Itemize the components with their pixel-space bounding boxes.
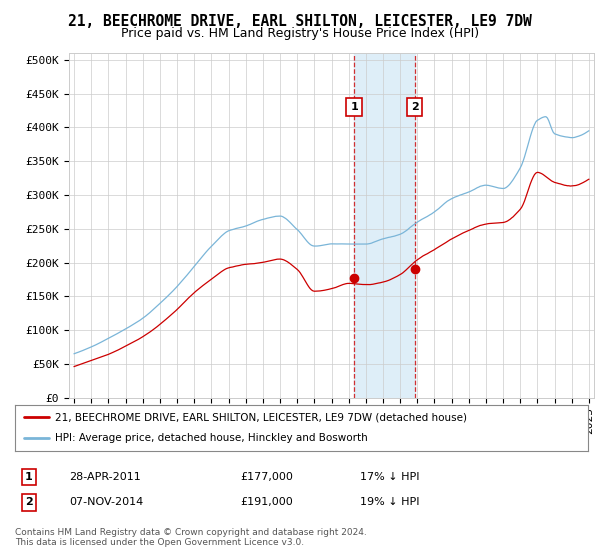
- Text: £177,000: £177,000: [240, 472, 293, 482]
- Text: 07-NOV-2014: 07-NOV-2014: [69, 497, 143, 507]
- Bar: [354, 53, 415, 398]
- Text: 2: 2: [411, 102, 419, 112]
- Text: 21, BEECHROME DRIVE, EARL SHILTON, LEICESTER, LE9 7DW: 21, BEECHROME DRIVE, EARL SHILTON, LEICE…: [68, 14, 532, 29]
- Text: 17% ↓ HPI: 17% ↓ HPI: [360, 472, 419, 482]
- Text: 2: 2: [25, 497, 32, 507]
- Text: 28-APR-2011: 28-APR-2011: [69, 472, 141, 482]
- Text: HPI: Average price, detached house, Hinckley and Bosworth: HPI: Average price, detached house, Hinc…: [55, 433, 368, 444]
- Text: £191,000: £191,000: [240, 497, 293, 507]
- Text: Contains HM Land Registry data © Crown copyright and database right 2024.
This d: Contains HM Land Registry data © Crown c…: [15, 528, 367, 548]
- Text: 1: 1: [350, 102, 358, 112]
- Text: Price paid vs. HM Land Registry's House Price Index (HPI): Price paid vs. HM Land Registry's House …: [121, 27, 479, 40]
- Text: 21, BEECHROME DRIVE, EARL SHILTON, LEICESTER, LE9 7DW (detached house): 21, BEECHROME DRIVE, EARL SHILTON, LEICE…: [55, 412, 467, 422]
- Text: 19% ↓ HPI: 19% ↓ HPI: [360, 497, 419, 507]
- Text: 1: 1: [25, 472, 32, 482]
